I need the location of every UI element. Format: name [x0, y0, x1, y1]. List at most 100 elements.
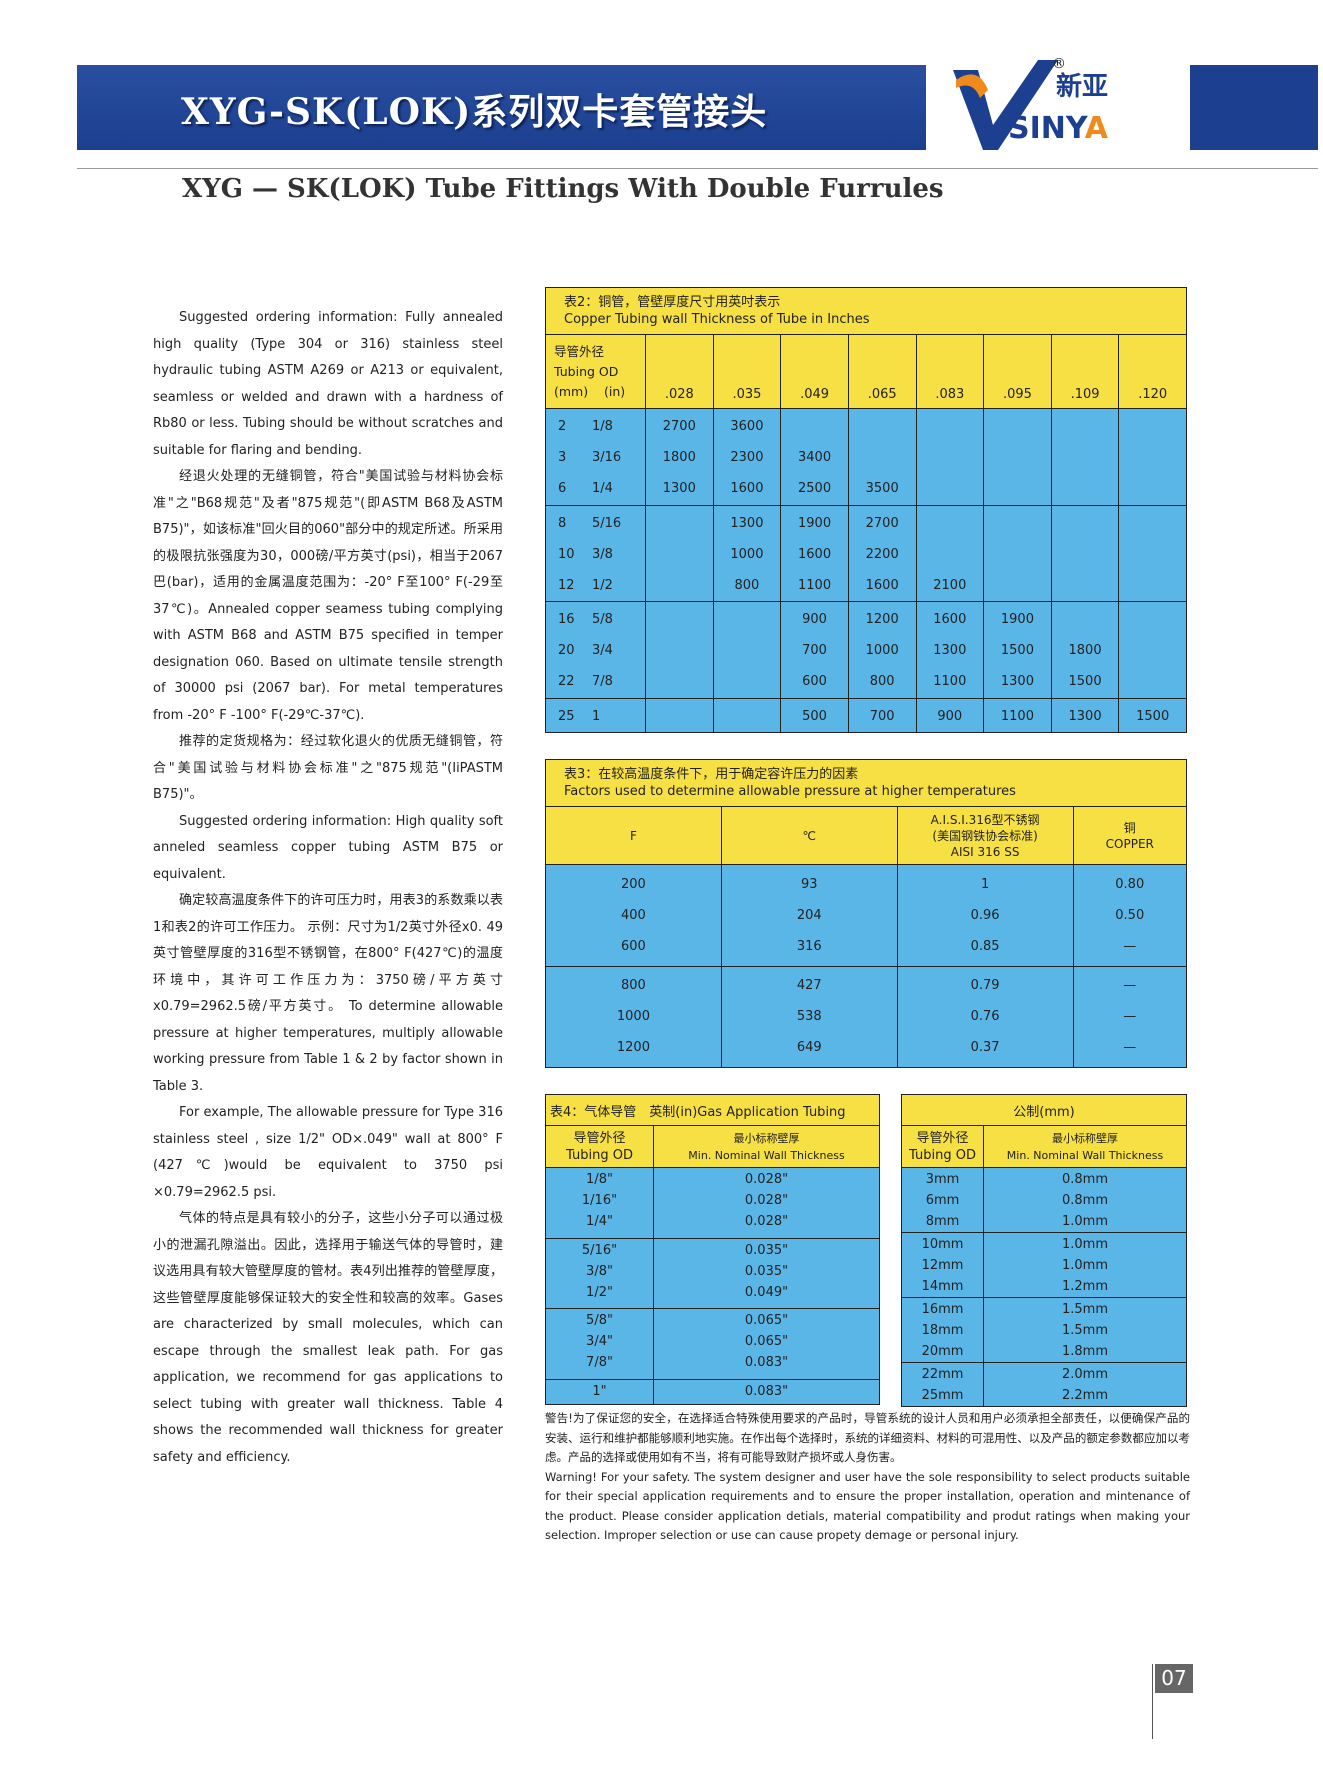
od-value: 18mm	[921, 1323, 964, 1338]
intro-text: Suggested ordering information: Fully an…	[153, 305, 503, 1471]
pressure-value	[646, 701, 713, 732]
od-in: 3/8	[592, 546, 613, 562]
pressure-value	[646, 666, 713, 697]
wall-value: 0.8mm	[1061, 1193, 1108, 1208]
pressure-value	[984, 570, 1051, 601]
column-header: .028	[645, 334, 714, 409]
pressure-value: 1600	[933, 612, 967, 628]
table-caption: 公制(mm)	[901, 1094, 1187, 1126]
od-cell: 5/16" 3/8" 1/2"	[545, 1237, 654, 1310]
od-value: 1/16"	[581, 1193, 618, 1208]
header-banner: XYG-SK(LOK)系列双卡套管接头	[77, 65, 926, 150]
table-caption: 表4：气体导管 英制(in)Gas Application Tubing	[545, 1094, 880, 1126]
pressure-value: 1500	[1000, 643, 1034, 659]
pressure-value: 1600	[865, 577, 899, 593]
od-in: 1	[592, 708, 601, 724]
od-in: 1/2	[592, 577, 613, 593]
pressure-value: 600	[802, 674, 827, 690]
pressure-value	[1052, 442, 1119, 473]
pressure-value	[646, 604, 713, 635]
pressure-value: 2700	[662, 419, 696, 434]
pressure-cell: 1800 1500	[1050, 601, 1120, 699]
wall-cn: 最小标称壁厚	[733, 1131, 800, 1145]
od-in: 1/8	[592, 419, 613, 434]
wall-value: 0.065"	[744, 1334, 789, 1350]
table-4-gas-tubing-metric: 公制(mm) 导管外径 Tubing OD 最小标称壁厚 Min. Nominal Wa…	[901, 1094, 1187, 1407]
pressure-cell: 2700 2200 1600	[847, 504, 917, 603]
pressure-cell	[1118, 504, 1187, 603]
column-header: .035	[712, 334, 782, 409]
od-in: 3/16	[592, 450, 622, 465]
od-header: 导管外径 Tubing OD	[545, 1125, 654, 1168]
pressure-value	[1052, 411, 1119, 442]
pressure-value	[714, 701, 781, 732]
column-header: ℃	[720, 806, 898, 865]
pressure-value	[646, 635, 713, 666]
wall-value: 1.2mm	[1061, 1279, 1108, 1294]
od-value: 1/2"	[586, 1284, 613, 1300]
od-cn: 导管外径	[554, 343, 605, 359]
caption-cn: 表3：在较高温度条件下，用于确定容许压力的因素	[564, 767, 859, 782]
factor-cell: 0.80 0.50 —	[1072, 864, 1188, 967]
pressure-value	[781, 411, 848, 442]
pressure-cell	[983, 504, 1052, 603]
pressure-value	[917, 473, 984, 504]
factor-value: —	[1123, 978, 1137, 994]
paragraph: 推荐的定货规格为：经过软化退火的优质无缝铜管，符合"美国试验与材料协会标准"之"…	[153, 734, 503, 802]
od-mm: 22	[558, 674, 575, 690]
header-block	[1190, 65, 1318, 150]
caption-en: Factors used to determine allowable pres…	[564, 784, 1016, 799]
pressure-cell	[645, 601, 714, 699]
factor-value: 600	[621, 938, 646, 954]
warning-en: Warning! For your safety. The system des…	[545, 1469, 1190, 1543]
pressure-value: 1000	[865, 643, 899, 659]
wall-value: 0.083"	[744, 1355, 789, 1371]
od-value: 3/4"	[586, 1334, 613, 1350]
od-cn: 导管外径	[573, 1130, 626, 1146]
od-value: 16mm	[921, 1302, 964, 1317]
factor-value: 93	[800, 876, 818, 892]
factor-value: —	[1123, 1009, 1137, 1025]
pressure-cell: 2700 1800 1300	[645, 408, 714, 506]
pressure-value: 1300	[730, 515, 764, 531]
factor-cell: 200 400 600	[545, 864, 722, 967]
pressure-value	[917, 508, 984, 539]
od-value: 1/4"	[586, 1214, 613, 1229]
wall-value: 0.035"	[744, 1263, 789, 1279]
divider	[77, 168, 1318, 169]
pressure-value	[1119, 411, 1186, 442]
wall-cell: 0.065" 0.065" 0.083"	[653, 1308, 880, 1380]
od-en: Tubing OD	[909, 1147, 976, 1163]
wall-value: 1.5mm	[1061, 1302, 1108, 1317]
column-header: .049	[780, 334, 849, 409]
logo-en: SINYA	[1008, 111, 1109, 146]
pressure-cell: 3500	[847, 408, 917, 506]
pressure-value: 500	[802, 708, 827, 724]
od-en: Tubing OD	[554, 363, 619, 379]
factor-value: 0.76	[970, 1009, 1000, 1025]
column-header: .120	[1118, 334, 1187, 409]
pressure-value	[917, 539, 984, 570]
table-caption: 表3：在较高温度条件下，用于确定容许压力的因素 Factors used to d…	[545, 759, 1187, 807]
factor-value: 649	[796, 1040, 822, 1056]
od-value: 12mm	[921, 1258, 964, 1273]
factor-cell: 800 1000 1200	[545, 965, 722, 1068]
pressure-cell: 1300 1000 800	[712, 504, 782, 603]
pressure-value	[1119, 539, 1186, 570]
od-mm: 2	[558, 419, 567, 434]
table-row-group: 16 5/8 20 3/4 22 7/8 900 700 600 1200 1000 800 1600…	[545, 601, 1187, 699]
wall-cell: 1.0mm 1.0mm 1.2mm	[983, 1232, 1187, 1298]
pressure-value: 800	[869, 674, 895, 690]
registered-mark: ®	[1052, 56, 1066, 72]
column-header: .083	[915, 334, 985, 409]
pressure-value	[1052, 473, 1119, 504]
paragraph: 经退火处理的无缝铜管，符合"美国试验与材料协会标准"之"B68规范"及者"875…	[153, 469, 503, 723]
factor-value: 316	[796, 938, 822, 954]
table-row-group: 8 5/16 10 3/8 12 1/2 1300 1000 800 1900 1600 1100 2…	[545, 504, 1187, 603]
column-header: .065	[847, 334, 917, 409]
pressure-cell: 1200 1000 800	[847, 601, 917, 699]
pressure-value: 2100	[933, 577, 967, 593]
wall-cell: 1.5mm 1.5mm 1.8mm	[983, 1297, 1187, 1363]
page-rule	[1152, 1664, 1153, 1739]
od-cn: 导管外径	[916, 1130, 969, 1146]
